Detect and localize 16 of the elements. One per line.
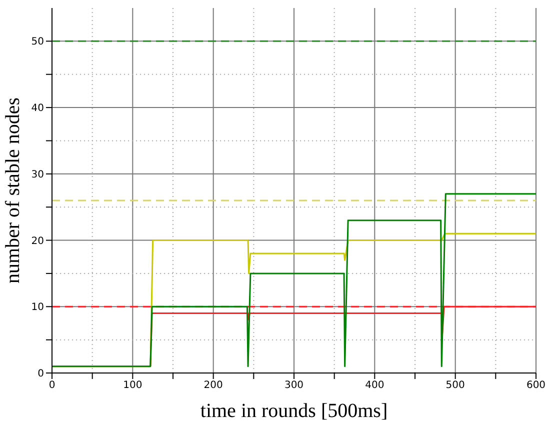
x-tick-label: 400 xyxy=(365,380,384,392)
x-tick-label: 100 xyxy=(123,380,142,392)
x-axis-title: time in rounds [500ms] xyxy=(200,400,388,422)
y-tick-label: 0 xyxy=(38,368,44,380)
x-tick-label: 300 xyxy=(284,380,304,392)
x-tick-label: 0 xyxy=(48,380,56,392)
y-axis-title: number of stable nodes xyxy=(2,97,24,284)
y-tick-label: 50 xyxy=(31,36,44,48)
y-tick-label: 40 xyxy=(31,103,44,114)
y-tick-label: 10 xyxy=(31,302,44,314)
x-tick-label: 600 xyxy=(526,380,546,392)
y-tick-label: 30 xyxy=(31,169,44,180)
x-tick-label: 500 xyxy=(446,380,465,392)
x-tick-label: 200 xyxy=(204,380,223,392)
y-tick-label: 20 xyxy=(31,236,44,247)
line-series xyxy=(52,193,536,368)
